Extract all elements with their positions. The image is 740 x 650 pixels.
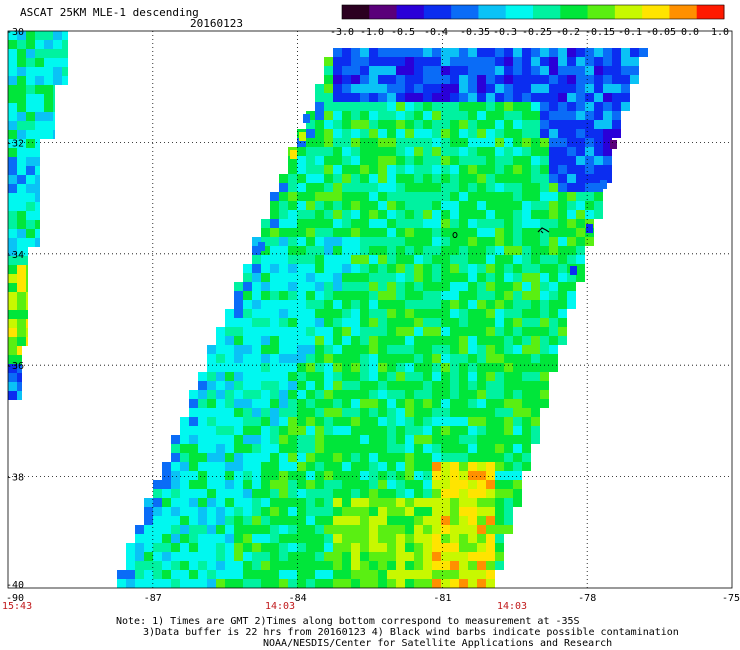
latitude-label: -32 bbox=[6, 138, 24, 149]
map-frame bbox=[7, 30, 733, 589]
colorbar-segment bbox=[560, 5, 589, 19]
colorbar-segment bbox=[533, 5, 561, 19]
colorbar-segment bbox=[642, 5, 670, 19]
colorbar-segment bbox=[614, 5, 643, 19]
longitude-label: -78 bbox=[578, 593, 596, 604]
colorbar-segment bbox=[696, 5, 725, 19]
longitude-label: -87 bbox=[144, 593, 162, 604]
time-label: 15:43 bbox=[2, 601, 32, 612]
colorbar-segment bbox=[369, 5, 398, 19]
colorbar-tick-label: 0.0 bbox=[681, 27, 699, 38]
latitude-labels: -30 -32 -34 -36 -38 -40 bbox=[6, 27, 24, 591]
colorbar-segment bbox=[342, 5, 370, 19]
latitude-label: -34 bbox=[6, 250, 24, 261]
graticule-grid bbox=[8, 31, 732, 588]
colorbar-segment bbox=[423, 5, 452, 19]
colorbar-tick-label: -0.15 bbox=[585, 27, 615, 38]
colorbar-tick-label: -0.5 bbox=[391, 27, 415, 38]
colorbar-segment bbox=[396, 5, 425, 19]
colorbar-tick-label: -1.0 bbox=[360, 27, 384, 38]
map-title: ASCAT 25KM MLE-1 descending bbox=[20, 6, 199, 19]
colorbar-segment bbox=[505, 5, 534, 19]
colorbar-tick-label: -0.3 bbox=[493, 27, 517, 38]
colorbar-tick-label: -0.25 bbox=[522, 27, 552, 38]
latitude-label: -40 bbox=[6, 580, 24, 591]
note-line-3: NOAA/NESDIS/Center for Satellite Applica… bbox=[263, 638, 613, 649]
longitude-label: -90 bbox=[6, 593, 24, 604]
latitude-label: -36 bbox=[6, 361, 24, 372]
longitude-label: -84 bbox=[289, 593, 307, 604]
note-line-2: 3)Data buffer is 22 hrs from 20160123 4)… bbox=[143, 627, 679, 638]
wind-barb-mark bbox=[452, 232, 458, 238]
colorbar-segment bbox=[669, 5, 698, 19]
latitude-label: -38 bbox=[6, 473, 24, 484]
wind-barbs bbox=[452, 227, 550, 238]
swath-main bbox=[117, 48, 648, 588]
colorbar-frame bbox=[341, 4, 725, 20]
colorbar-tick-labels: -3.0 -1.0 -0.5 -0.4 -0.35 -0.3 -0.25 -0.2 -0.15-… bbox=[330, 27, 729, 38]
colorbar-tick-label: -3.0 bbox=[330, 27, 354, 38]
map-date: 20160123 bbox=[190, 17, 243, 30]
longitude-label: -75 bbox=[722, 593, 740, 604]
longitude-label: -81 bbox=[433, 593, 451, 604]
longitude-labels: -90 -87 -84 -81 -78 -75 bbox=[6, 593, 740, 604]
wind-barb-mark bbox=[540, 230, 544, 234]
colorbar bbox=[341, 4, 725, 20]
colorbar-tick-label: 1.0 bbox=[711, 27, 729, 38]
time-label: 14:03 bbox=[497, 601, 527, 612]
colorbar-segment bbox=[587, 5, 616, 19]
time-label: 14:03 bbox=[265, 601, 295, 612]
colorbar-tick-label: -0.05 bbox=[646, 27, 676, 38]
note-line-1: Note: 1) Times are GMT 2)Times along bot… bbox=[116, 616, 580, 627]
colorbar-tick-label: -0.2 bbox=[556, 27, 580, 38]
colorbar-tick-label: -0.35 bbox=[460, 27, 490, 38]
colorbar-segment bbox=[478, 5, 507, 19]
swath-left bbox=[8, 31, 68, 400]
swath-layer bbox=[8, 31, 648, 588]
colorbar-tick-label: -0.4 bbox=[424, 27, 448, 38]
colorbar-segment bbox=[451, 5, 479, 19]
wind-barb-mark bbox=[537, 227, 550, 233]
colorbar-tick-label: -0.1 bbox=[618, 27, 642, 38]
latitude-label: -30 bbox=[6, 27, 24, 38]
time-labels: 15:43 14:03 14:03 bbox=[2, 601, 527, 612]
